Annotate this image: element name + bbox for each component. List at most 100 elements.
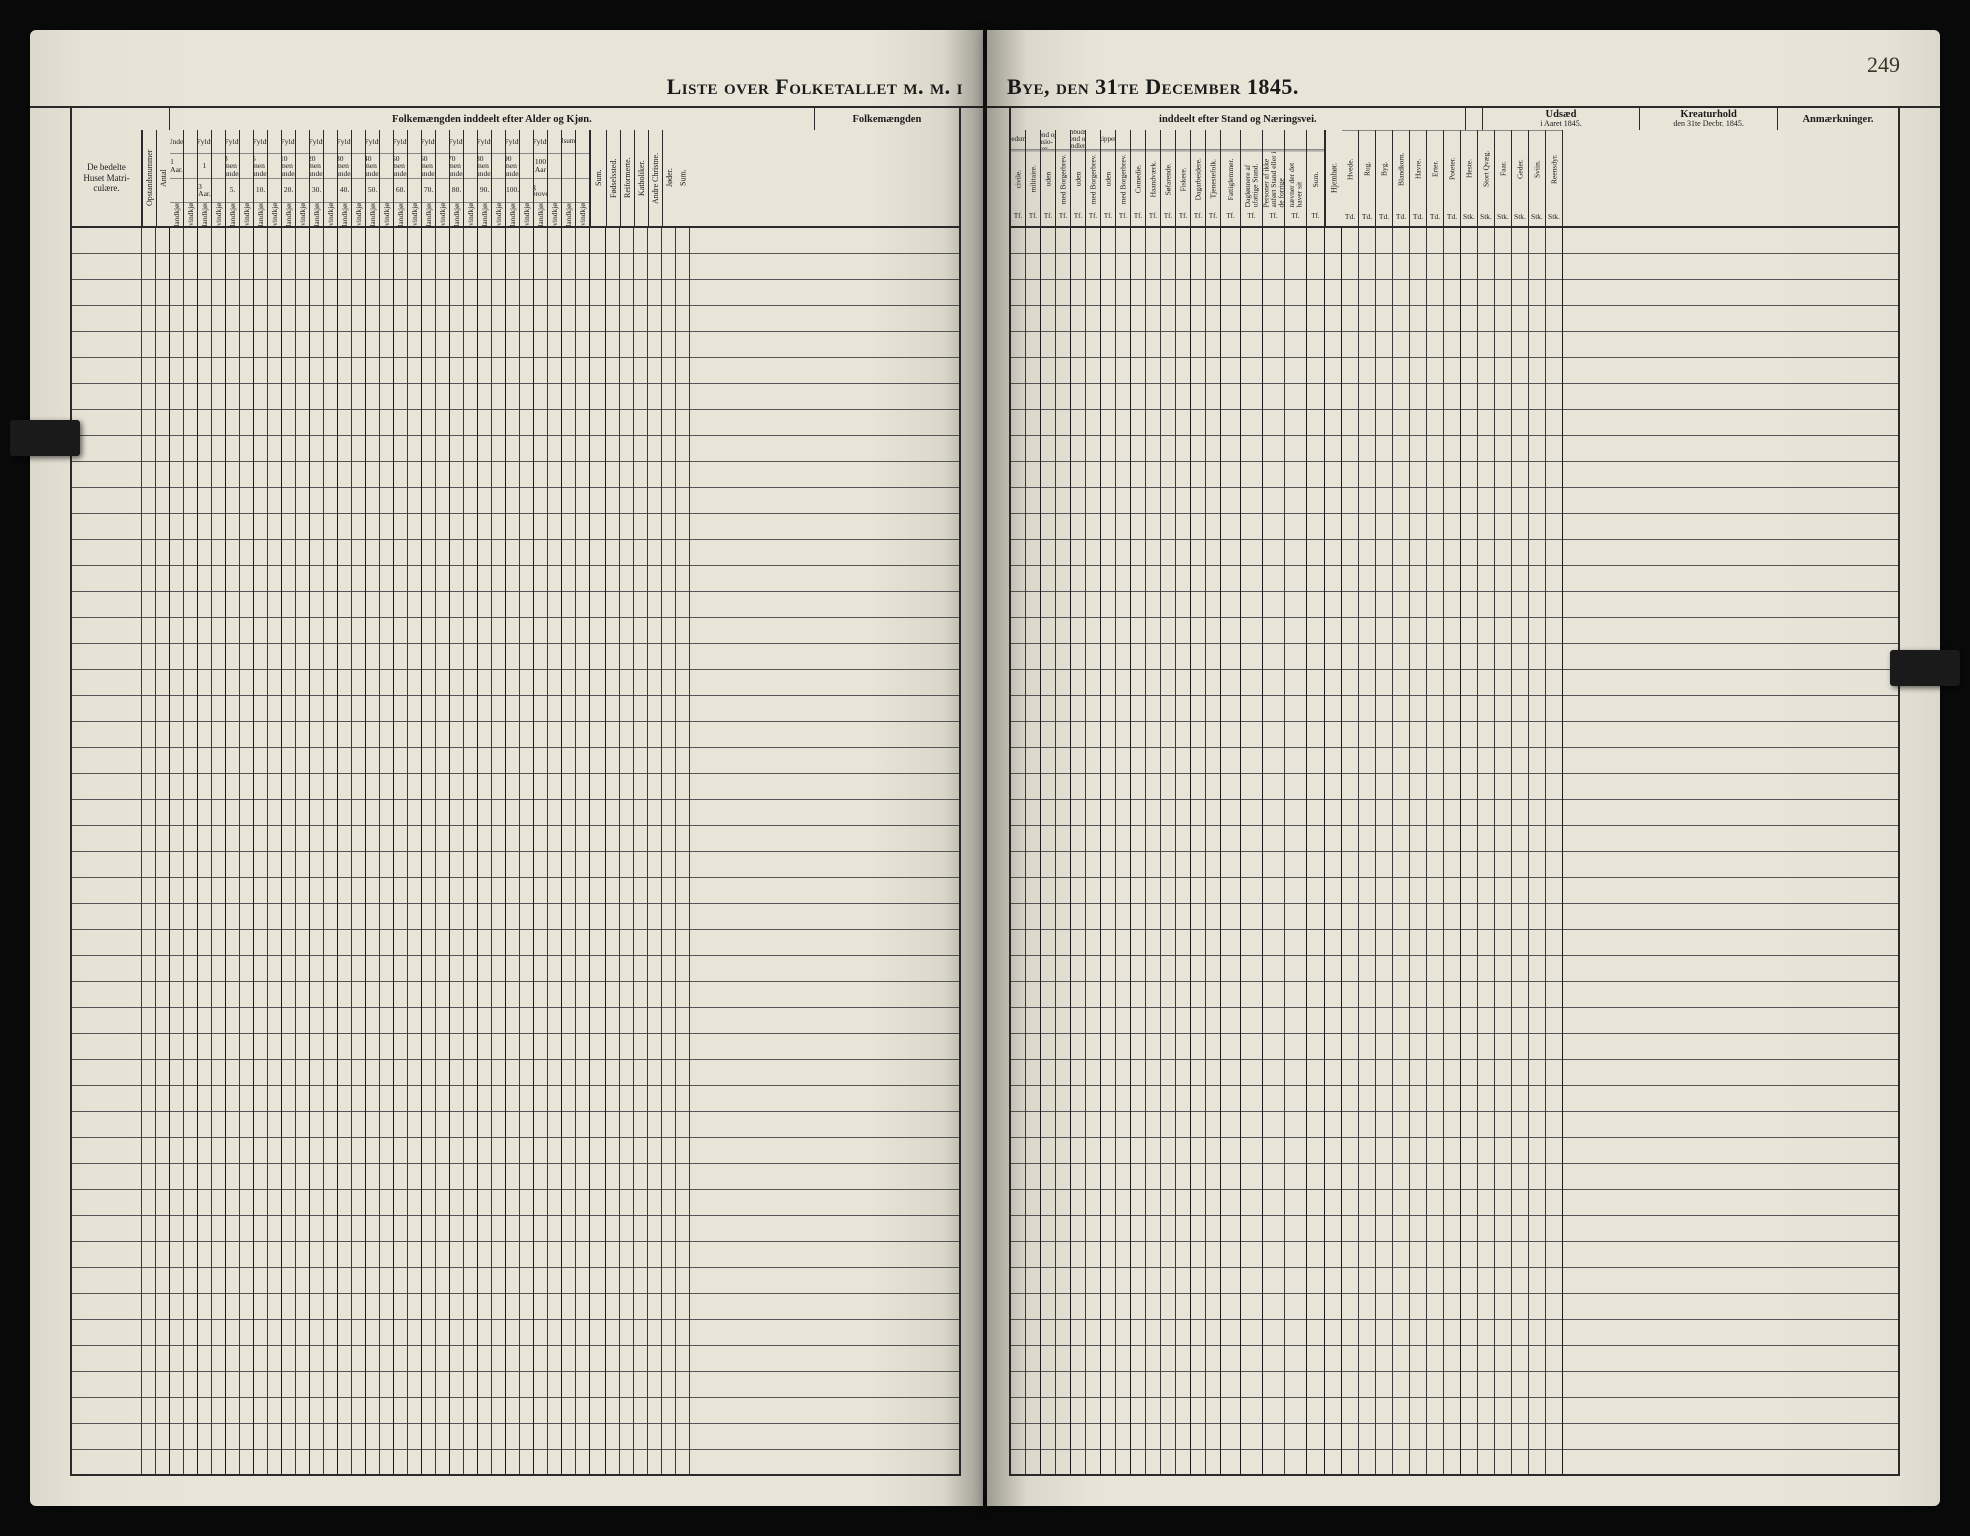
left-body: Folkemængden inddeelt efter Alder og Kjø…: [70, 108, 961, 1476]
occ-col: militaire.Tf.: [1026, 130, 1041, 226]
kreatur-col: Reensdyr.Stk.: [1546, 130, 1563, 226]
occ-col: med Borgerbrev.Tf.: [1056, 130, 1071, 226]
occ-col: Haandværk.Tf.: [1146, 130, 1161, 226]
age-col: Qvindkjøn.: [548, 130, 562, 226]
age-col: Qvindkjøn.: [324, 130, 338, 226]
age-section-title: Folkemængden inddeelt efter Alder og Kjø…: [392, 114, 592, 125]
occ-col: Personer af ikke anført Stand eller i de…: [1263, 130, 1285, 226]
hjem-col: Hjemhør.: [1325, 130, 1342, 226]
age-col: Fyldt3 men under5.Mandkjøn.: [226, 130, 240, 226]
occ-col: Fiskere.Tf.: [1176, 130, 1191, 226]
age-col: Fyldt20 men under30.Mandkjøn.: [310, 130, 324, 226]
title-row-right: Bye, den 31te December 1845.: [987, 30, 1940, 108]
kreatur-col: Stort Qvæg.Stk.: [1478, 130, 1495, 226]
anmaerkninger-col: [1563, 130, 1898, 226]
udsaed-col: Blandkorn.Td.: [1393, 130, 1410, 226]
lead-label: De bedelteHuset Matri-culære.: [72, 130, 142, 226]
left-page: Liste over Folketallet m. m. i Folkemæng…: [30, 30, 983, 1506]
left-grid-rows: [72, 228, 959, 1474]
occ-col: Bestillings- mænd og Pensio- nister.uden…: [1041, 130, 1056, 226]
kreatur-col: Geder.Stk.: [1512, 130, 1529, 226]
occ-col: Søfarende.Tf.: [1161, 130, 1176, 226]
occ-col: Skippere.udenTf.: [1101, 130, 1116, 226]
pop-vcol: Andre Christne.: [648, 130, 662, 226]
age-col: Fyldt100 Aarog derover.Mandkjøn.: [534, 130, 548, 226]
age-col: Fyldt90 men under100.Mandkjøn.: [506, 130, 520, 226]
occ-col: Daglønnere af ufattige Stand.Tf.: [1241, 130, 1263, 226]
age-col: Qvindkjøn.: [352, 130, 366, 226]
occ-col: Sum.Tf.: [1307, 130, 1325, 226]
occ-col: Ombuds- mænd og HandlendeudenTf.: [1071, 130, 1086, 226]
udsaed-col: Havre.Td.: [1410, 130, 1427, 226]
left-section-strip: Folkemængden inddeelt efter Alder og Kjø…: [72, 108, 959, 130]
occupation-title: inddeelt efter Stand og Næringsvei.: [1159, 114, 1317, 125]
age-col: Fyldt10 men under20.Mandkjøn.: [282, 130, 296, 226]
left-column-headers: De bedelteHuset Matri-culære.Opstandsnum…: [72, 130, 959, 226]
left-header-band: Folkemængden inddeelt efter Alder og Kjø…: [72, 108, 959, 228]
page-title-right: Bye, den 31te December 1845.: [1007, 74, 1299, 100]
udsaed-col: Erter.Td.: [1427, 130, 1444, 226]
pop-totals-title: Folkemængden: [852, 114, 921, 125]
page-number: 249: [1867, 52, 1900, 78]
age-col: Qvindkjøn.: [380, 130, 394, 226]
age-col: Qvindkjøn.: [268, 130, 282, 226]
age-total-col: Qvindkjøn.: [576, 130, 590, 226]
udsaed-subtitle: i Aaret 1845.: [1540, 120, 1582, 128]
age-col: Fyldt80 men under90.Mandkjøn.: [478, 130, 492, 226]
kreatur-subtitle: den 31te Decbr. 1845.: [1673, 120, 1743, 128]
lead-vcol: Antal: [156, 130, 170, 226]
age-col: Qvindkjøn.: [464, 130, 478, 226]
page-title-left: Liste over Folketallet m. m. i: [667, 74, 963, 100]
age-col: Qvindkjøn.: [492, 130, 506, 226]
occ-col: Dagarbeidere.Tf.: [1191, 130, 1206, 226]
pop-vcol: Fødselssted.: [606, 130, 620, 226]
kreatur-col: Sviin.Stk.: [1529, 130, 1546, 226]
age-col: Fyldt40 men under50.Mandkjøn.: [366, 130, 380, 226]
occ-col: med Borgerbrev.Tf.: [1116, 130, 1131, 226]
age-col: Fyldt30 men under40.Mandkjøn.: [338, 130, 352, 226]
page-clip-right: [1890, 650, 1960, 686]
anmaerkninger-title: Anmærkninger.: [1802, 114, 1873, 125]
pop-vcol: Sum.: [676, 130, 690, 226]
age-total-col: Totalsummer.Mandkjøn.: [562, 130, 576, 226]
ledger-book: Liste over Folketallet m. m. i Folkemæng…: [30, 30, 1940, 1506]
right-section-strip: inddeelt efter Stand og Næringsvei. Udsæ…: [1011, 108, 1898, 130]
age-col: Qvindkjøn.: [436, 130, 450, 226]
age-col: Qvindkjøn.: [240, 130, 254, 226]
occ-col: Embedsmændcivile.Tf.: [1011, 130, 1026, 226]
age-col: Qvindkjøn.: [408, 130, 422, 226]
page-clip-left: [10, 420, 80, 456]
lead-vcol: Opstandsnummer: [142, 130, 156, 226]
age-sum-col: Sum.: [590, 130, 606, 226]
kreatur-col: Heste.Stk.: [1461, 130, 1478, 226]
pop-vcol: Reiformerte.: [620, 130, 634, 226]
age-col: Fyldt70 men under80.Mandkjøn.: [450, 130, 464, 226]
udsaed-col: Byg.Td.: [1376, 130, 1393, 226]
occ-col: med Borgerbrev.Tf.: [1086, 130, 1101, 226]
right-grid-rows: [1011, 228, 1898, 1474]
age-col: Fyldt5 men under10.Mandkjøn.: [254, 130, 268, 226]
age-col: Qvindkjøn.: [296, 130, 310, 226]
udsaed-col: Poteter.Td.: [1444, 130, 1461, 226]
right-page: 249 Bye, den 31te December 1845. inddeel…: [987, 30, 1940, 1506]
pop-vcol: Jøder.: [662, 130, 676, 226]
age-col: Qvindkjøn.: [184, 130, 198, 226]
title-row-left: Liste over Folketallet m. m. i: [30, 30, 983, 108]
right-column-headers: Embedsmændcivile.Tf.militaire.Tf.Bestill…: [1011, 130, 1898, 226]
age-col: Fyldt13 Aar.Mandkjøn.: [198, 130, 212, 226]
occ-col: Tjenestefolk.Tf.: [1206, 130, 1221, 226]
age-col: Fyldt50 men under60.Mandkjøn.: [394, 130, 408, 226]
udsaed-col: Rug.Td.: [1359, 130, 1376, 226]
age-col: Fyldt60 men under70.Mandkjøn.: [422, 130, 436, 226]
occ-col: nævner der det haver sitTf.: [1285, 130, 1307, 226]
occ-col: Fattiglemmer.Tf.: [1221, 130, 1241, 226]
age-col: Qvindkjøn.: [520, 130, 534, 226]
kreatur-col: Faar.Stk.: [1495, 130, 1512, 226]
age-col: Under1 Aar.Mandkjøn.: [170, 130, 184, 226]
right-body: inddeelt efter Stand og Næringsvei. Udsæ…: [1009, 108, 1900, 1476]
pop-vcol: Katholiker.: [634, 130, 648, 226]
udsaed-col: Hvede.Td.: [1342, 130, 1359, 226]
age-col: Qvindkjøn.: [212, 130, 226, 226]
right-header-band: inddeelt efter Stand og Næringsvei. Udsæ…: [1011, 108, 1898, 228]
occ-col: Comedie.Tf.: [1131, 130, 1146, 226]
